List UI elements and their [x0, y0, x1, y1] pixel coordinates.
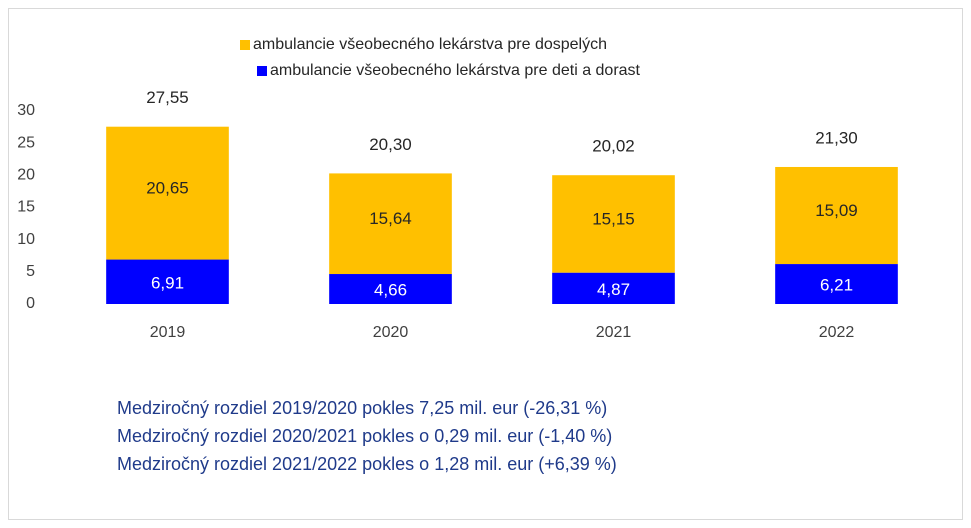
y-tick-label: 0	[26, 295, 35, 312]
bar-segment	[552, 175, 675, 273]
total-label: 27,55	[146, 88, 189, 107]
y-tick-label: 5	[26, 263, 35, 280]
x-tick-label: 2021	[596, 324, 632, 341]
bar-segment	[775, 166, 898, 265]
x-tick-label: 2022	[819, 324, 855, 341]
bar-segment	[552, 272, 675, 304]
bar-value-label: 15,09	[815, 201, 858, 220]
y-tick-label: 15	[17, 199, 35, 216]
annotation: Medziročný rozdiel 2019/2020 pokles 7,25…	[117, 398, 607, 418]
y-tick-label: 30	[17, 102, 35, 119]
y-tick-label: 10	[17, 231, 35, 248]
bar-value-label: 4,66	[374, 280, 407, 299]
total-label: 21,30	[815, 128, 858, 147]
legend-swatch	[240, 40, 250, 50]
bar-value-label: 20,65	[146, 179, 189, 198]
bar-value-label: 15,64	[369, 209, 412, 228]
bar-value-label: 6,91	[151, 273, 184, 292]
annotation: Medziročný rozdiel 2021/2022 pokles o 1,…	[117, 454, 617, 474]
y-tick-label: 25	[17, 134, 35, 151]
bar-value-label: 15,15	[592, 209, 635, 228]
x-tick-label: 2019	[150, 324, 186, 341]
legend-swatch	[257, 66, 267, 76]
x-tick-label: 2020	[373, 324, 409, 341]
bar-segment	[329, 173, 452, 275]
legend-label: ambulancie všeobecného lekárstva pre dos…	[253, 36, 607, 53]
bar-segment	[329, 274, 452, 304]
total-label: 20,30	[369, 135, 412, 154]
bar-value-label: 4,87	[597, 280, 630, 299]
bar-segment	[775, 264, 898, 304]
legend-label: ambulancie všeobecného lekárstva pre det…	[270, 62, 641, 79]
total-label: 20,02	[592, 137, 635, 156]
bar-value-label: 6,21	[820, 276, 853, 295]
bar-segment	[106, 259, 229, 304]
bar-segment	[106, 126, 229, 260]
annotation: Medziročný rozdiel 2020/2021 pokles o 0,…	[117, 426, 612, 446]
y-tick-label: 20	[17, 167, 35, 184]
